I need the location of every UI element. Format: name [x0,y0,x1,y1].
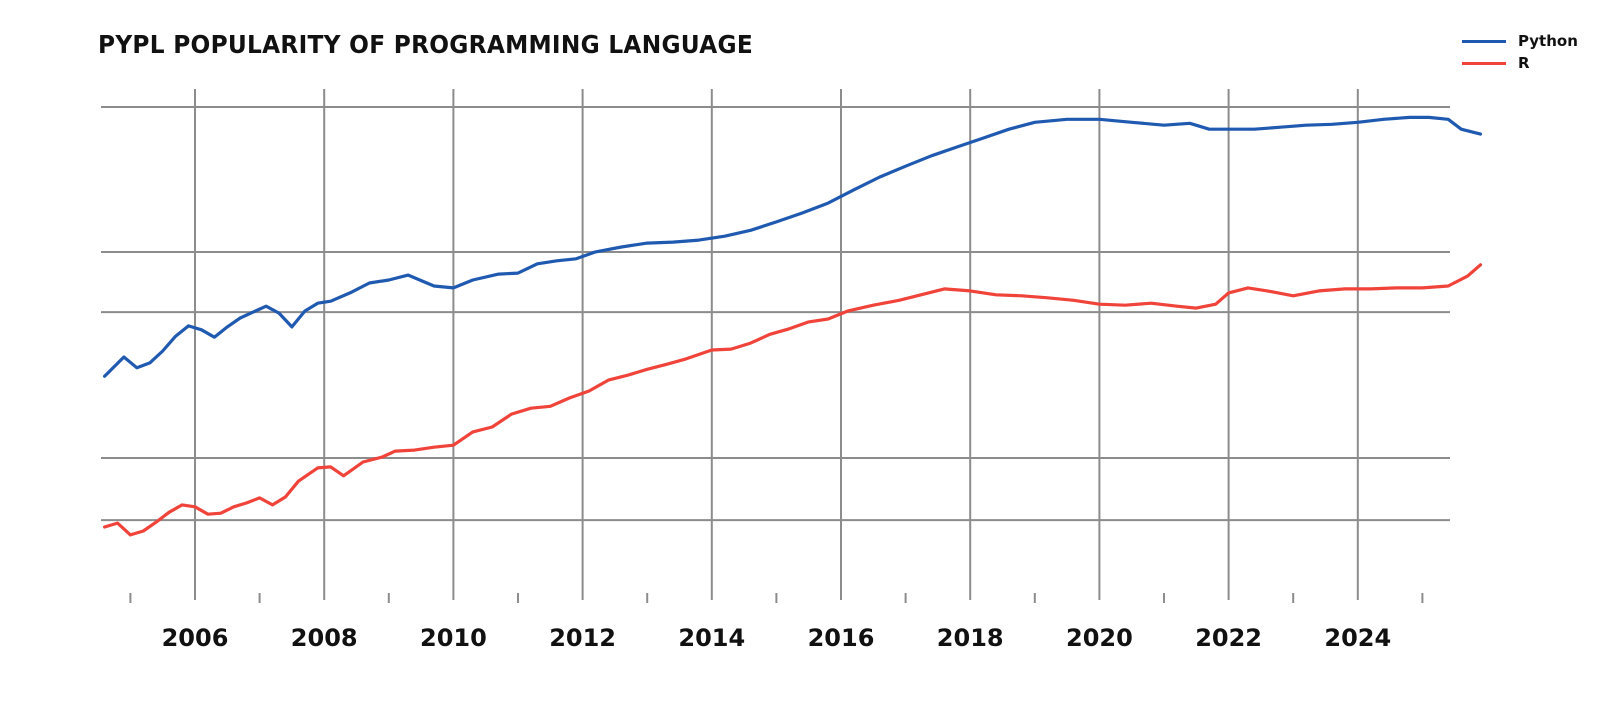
x-axis-label: 2010 [420,624,487,652]
x-axis-label: 2024 [1324,624,1391,652]
x-axis-labels: 2006 2008 2010 2012 2014 2016 2018 2020 2022 2024 [162,624,1392,652]
legend-item-python: Python [1462,30,1578,52]
legend-label-python: Python [1518,32,1578,50]
chart-title: PYPL POPULARITY OF PROGRAMMING LANGUAGE [98,30,754,59]
x-axis-label: 2018 [937,624,1004,652]
legend: Python R [1462,30,1578,74]
x-axis-label: 2016 [808,624,875,652]
r-series-line [102,263,1483,537]
x-axis-label: 2008 [291,624,358,652]
x-axis-label: 2006 [162,624,229,652]
legend-label-r: R [1518,54,1530,72]
x-axis-label: 2014 [678,624,745,652]
x-axis-ticks [129,593,1424,603]
x-axis-label: 2022 [1195,624,1262,652]
x-axis-label: 2020 [1066,624,1133,652]
gridlines [101,89,1450,600]
r-line-swatch-icon [1462,61,1506,65]
x-axis-label: 2012 [549,624,616,652]
python-line-swatch-icon [1462,39,1506,43]
legend-item-r: R [1462,52,1578,74]
python-series-line [102,115,1483,378]
